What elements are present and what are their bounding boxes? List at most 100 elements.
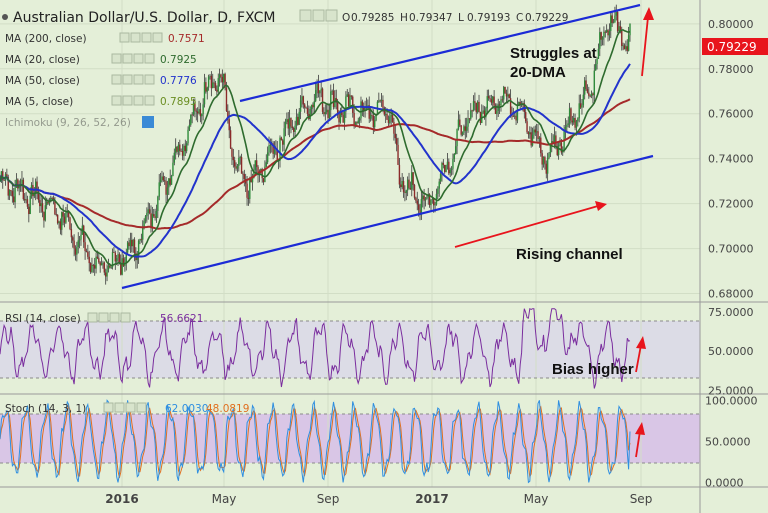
price-tick-label: 0.78000: [708, 63, 754, 76]
candle-body: [140, 238, 143, 240]
candle-body: [314, 90, 317, 102]
candle-body: [449, 169, 451, 174]
candle-body: [98, 258, 100, 263]
indicator-tool-icon[interactable]: [122, 74, 133, 85]
candle-body: [262, 178, 265, 183]
candle-body: [62, 212, 64, 217]
header-tool-icon[interactable]: [312, 9, 325, 22]
candle-body: [375, 114, 377, 121]
candle-body: [442, 162, 445, 165]
candle-body: [483, 110, 486, 118]
candle-body: [357, 120, 359, 124]
rsi-tool-icon[interactable]: [120, 312, 131, 323]
candle-body: [113, 252, 115, 253]
candle-body: [115, 258, 118, 262]
stoch-tool-icon[interactable]: [114, 402, 125, 413]
candle-body: [128, 242, 130, 247]
candle-body: [438, 181, 440, 189]
candle-body: [518, 102, 520, 106]
candle-body: [390, 114, 392, 117]
candle-body: [354, 122, 357, 127]
rsi-tool-icon[interactable]: [109, 312, 120, 323]
candle-body: [74, 248, 77, 255]
candle-body: [251, 177, 254, 183]
candle-body: [288, 118, 291, 129]
indicator-tool-icon[interactable]: [152, 32, 163, 43]
stoch-label: Stoch (14, 3, 1): [5, 403, 86, 415]
header-tool-icon[interactable]: [325, 9, 338, 22]
indicator-tool-icon[interactable]: [111, 74, 122, 85]
candle-body: [180, 150, 182, 152]
candle-body: [139, 238, 141, 241]
candle-body: [207, 76, 210, 88]
candle-body: [104, 272, 107, 277]
rsi-tool-icon[interactable]: [87, 312, 98, 323]
stoch-tool-icon[interactable]: [103, 402, 114, 413]
indicator-tool-icon[interactable]: [111, 53, 122, 64]
indicator-tool-icon[interactable]: [133, 74, 144, 85]
header-tool-icon[interactable]: [299, 9, 312, 22]
candle-body: [297, 116, 299, 125]
candle-body: [423, 195, 425, 201]
collapse-icon[interactable]: [2, 14, 8, 20]
candle-body: [246, 183, 248, 198]
candle-body: [169, 178, 171, 185]
rsi-tool-icon[interactable]: [98, 312, 109, 323]
candle-body: [608, 30, 611, 36]
indicator-tool-icon[interactable]: [144, 53, 155, 64]
candle-body: [600, 32, 602, 40]
candle-body: [107, 265, 110, 270]
candle-body: [555, 135, 557, 147]
candle-body: [21, 179, 23, 184]
arrow-rising-channel: [454, 201, 607, 248]
indicator-tool-icon[interactable]: [122, 95, 133, 106]
indicator-tool-icon[interactable]: [119, 32, 130, 43]
candle-body: [527, 132, 530, 135]
candle-body: [298, 111, 300, 125]
indicator-tool-icon[interactable]: [144, 95, 155, 106]
candle-body: [454, 146, 457, 154]
indicator-tool-icon[interactable]: [141, 32, 152, 43]
time-axis[interactable]: 2016 May Sep 2017 May Sep: [105, 492, 652, 506]
candle-body: [321, 88, 324, 112]
indicator-tool-icon[interactable]: [122, 53, 133, 64]
indicator-tool-icon[interactable]: [133, 95, 144, 106]
candle-body: [503, 86, 505, 100]
ohlc-value: 0.79347: [409, 12, 452, 24]
time-tick-label: Sep: [630, 492, 653, 506]
candle-body: [316, 83, 318, 91]
candle-body: [151, 214, 154, 229]
candle-body: [472, 101, 475, 111]
candle-body: [132, 239, 134, 247]
candle-body: [122, 258, 125, 266]
eye-icon[interactable]: [142, 116, 154, 128]
candle-body: [341, 112, 343, 116]
indicator-tool-icon[interactable]: [130, 32, 141, 43]
candle-body: [24, 199, 26, 201]
candle-body: [619, 26, 622, 31]
candle-body: [59, 221, 62, 230]
candle-body: [253, 170, 255, 178]
candle-body: [183, 145, 185, 156]
candle-body: [607, 30, 609, 36]
price-axis[interactable]: 0.80000 0.78000 0.76000 0.74000 0.72000 0.700…: [705, 18, 758, 490]
candle-body: [579, 103, 582, 108]
rsi-button-group[interactable]: [87, 312, 131, 323]
indicator-tool-icon[interactable]: [144, 74, 155, 85]
candle-body: [195, 110, 197, 112]
candle-body: [545, 163, 547, 174]
candle-body: [249, 178, 251, 199]
candle-body: [198, 109, 200, 114]
stoch-tool-icon[interactable]: [136, 402, 147, 413]
candle-body: [452, 158, 454, 169]
indicator-tool-icon[interactable]: [133, 53, 144, 64]
stoch-tool-icon[interactable]: [125, 402, 136, 413]
indicator-tool-icon[interactable]: [111, 95, 122, 106]
candle-body: [25, 199, 27, 201]
stoch-button-group[interactable]: [103, 402, 147, 413]
candle-body: [530, 132, 532, 146]
header-button-group[interactable]: [299, 9, 338, 22]
candle-body: [32, 185, 34, 197]
candle-body: [468, 118, 471, 120]
